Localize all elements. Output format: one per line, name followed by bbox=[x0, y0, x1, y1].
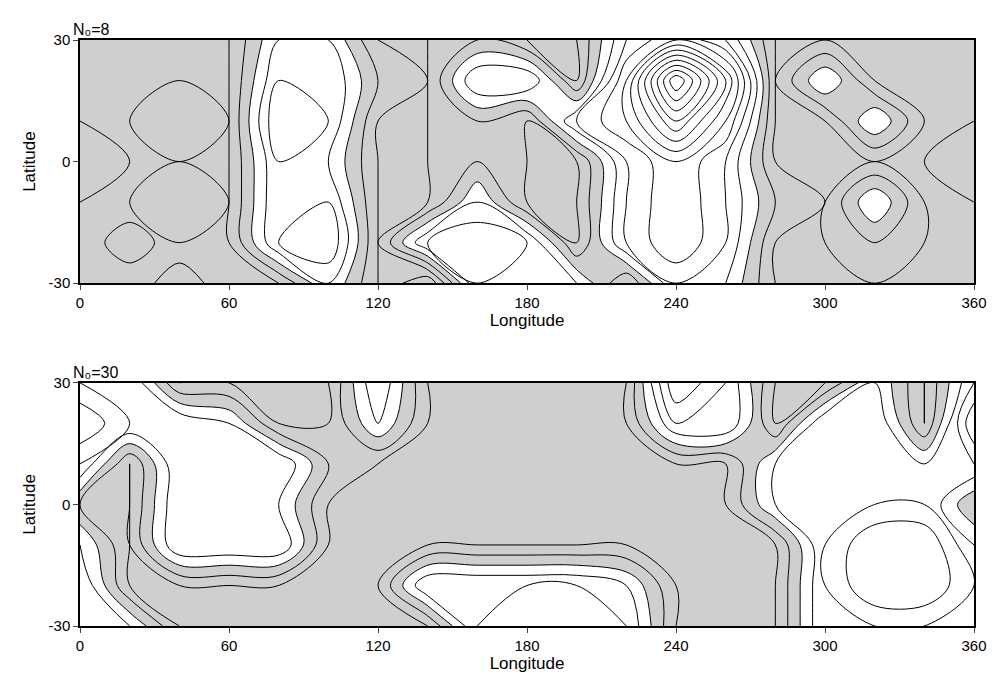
svg-text:60: 60 bbox=[221, 294, 238, 311]
svg-text:180: 180 bbox=[514, 294, 539, 311]
svg-text:180: 180 bbox=[514, 637, 539, 654]
svg-text:360: 360 bbox=[961, 637, 986, 654]
svg-text:300: 300 bbox=[812, 294, 837, 311]
svg-text:360: 360 bbox=[961, 294, 986, 311]
svg-text:120: 120 bbox=[365, 294, 390, 311]
svg-text:-30: -30 bbox=[49, 274, 71, 291]
svg-text:30: 30 bbox=[54, 31, 71, 48]
svg-text:0: 0 bbox=[62, 496, 70, 513]
svg-text:240: 240 bbox=[663, 294, 688, 311]
svg-text:60: 60 bbox=[221, 637, 238, 654]
svg-text:240: 240 bbox=[663, 637, 688, 654]
svg-text:Latitude: Latitude bbox=[21, 474, 40, 535]
svg-text:Longitude: Longitude bbox=[490, 654, 565, 673]
svg-text:0: 0 bbox=[76, 294, 84, 311]
svg-text:30: 30 bbox=[54, 374, 71, 391]
svg-text:120: 120 bbox=[365, 637, 390, 654]
svg-text:Longitude: Longitude bbox=[490, 311, 565, 330]
svg-text:0: 0 bbox=[62, 153, 70, 170]
svg-text:0: 0 bbox=[76, 637, 84, 654]
svg-text:Latitude: Latitude bbox=[21, 131, 40, 192]
svg-text:N₀=8: N₀=8 bbox=[73, 21, 110, 38]
svg-text:300: 300 bbox=[812, 637, 837, 654]
svg-text:N₀=30: N₀=30 bbox=[73, 364, 118, 381]
svg-text:-30: -30 bbox=[49, 617, 71, 634]
